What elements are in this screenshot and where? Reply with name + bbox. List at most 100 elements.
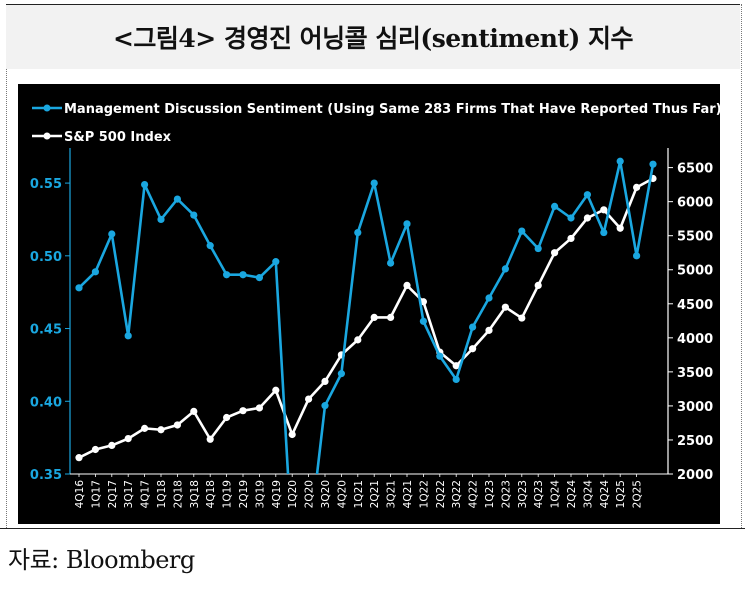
data-point-sentiment: [124, 332, 132, 340]
data-point-sentiment: [649, 160, 657, 168]
data-point-sp500: [305, 395, 313, 403]
data-point-sentiment: [321, 402, 329, 410]
x-tick-label: 3Q22: [451, 480, 463, 508]
right-tick-label: 3500: [677, 366, 713, 381]
data-point-sp500: [387, 313, 395, 322]
legend-label-sp500: S&P 500 Index: [64, 130, 172, 145]
data-point-sp500: [321, 377, 329, 386]
x-tick-label: 1Q20: [287, 480, 299, 508]
data-point-sp500: [272, 386, 280, 394]
x-tick-label: 2Q17: [107, 480, 119, 508]
data-point-sp500: [485, 326, 493, 334]
x-tick-label: 3Q23: [517, 480, 529, 508]
data-point-sentiment: [534, 244, 542, 253]
series-line-sentiment: [78, 159, 655, 474]
x-tick-label: 4Q16: [74, 480, 86, 509]
series-line-sp500: [78, 177, 654, 459]
right-tick-label: 5500: [677, 230, 713, 245]
bottom-rule: [0, 528, 745, 529]
x-tick-label: 4Q24: [599, 480, 611, 509]
right-tick-label: 6000: [677, 196, 713, 211]
x-tick-label: 4Q19: [271, 480, 283, 508]
x-tick-label: 4Q17: [140, 480, 152, 508]
data-point-sp500: [469, 345, 477, 353]
data-point-sp500: [157, 426, 165, 434]
right-tick-label: 2000: [677, 468, 713, 483]
data-point-sentiment: [501, 265, 509, 273]
legend-marker-sentiment: [43, 104, 51, 112]
data-point-sp500: [354, 336, 362, 344]
x-tick-label: 1Q23: [484, 480, 496, 508]
data-point-sentiment: [469, 323, 477, 331]
data-point-sp500: [616, 224, 624, 232]
data-point-sp500: [108, 441, 116, 450]
data-point-sp500: [206, 435, 214, 443]
data-point-sentiment: [108, 230, 116, 238]
data-point-sp500: [534, 281, 542, 290]
x-tick-label: 2Q22: [435, 480, 447, 508]
x-tick-label: 1Q18: [156, 480, 168, 508]
data-point-sentiment: [75, 284, 83, 292]
data-point-sentiment: [452, 375, 460, 384]
x-tick-label: 3Q19: [254, 480, 266, 508]
left-tick-label: 0.50: [30, 250, 62, 265]
right-tick-label: 6500: [677, 162, 713, 177]
line-chart: Management Discussion Sentiment (Using S…: [30, 102, 722, 508]
data-point-sentiment: [190, 211, 198, 219]
x-tick-label: 1Q24: [550, 480, 562, 509]
data-point-sp500: [75, 454, 83, 462]
data-point-sentiment: [419, 317, 427, 325]
data-point-sp500: [223, 413, 231, 422]
data-point-sp500: [501, 303, 509, 311]
x-tick-label: 2Q19: [238, 480, 250, 508]
left-tick-label: 0.35: [30, 468, 62, 483]
legend-item-sentiment: Management Discussion Sentiment (Using S…: [32, 102, 722, 117]
data-point-sp500: [190, 407, 198, 415]
data-point-sentiment: [354, 228, 362, 237]
data-point-sentiment: [223, 271, 231, 279]
data-point-sentiment: [255, 274, 263, 282]
chart-area: Management Discussion Sentiment (Using S…: [18, 84, 722, 524]
x-tick-label: 1Q25: [615, 480, 627, 508]
legend-marker-sp500: [43, 132, 51, 140]
data-point-sp500: [141, 424, 149, 432]
right-tick-label: 2500: [677, 434, 713, 449]
figure-title: <그림4> 경영진 어닝콜 심리(sentiment) 지수: [112, 24, 634, 53]
figure-frame: [6, 4, 742, 528]
x-tick-label: 1Q22: [418, 480, 430, 508]
source-note: 자료: Bloomberg: [8, 546, 195, 574]
axes: 0.35 0.40 0.45 0.50 0.55 2000 2500 3000 3500 4000…: [30, 148, 713, 508]
legend: Management Discussion Sentiment (Using S…: [32, 102, 722, 145]
x-tick-label: 2Q23: [500, 480, 512, 508]
data-point-sp500: [173, 421, 181, 429]
series-sentiment: [75, 157, 657, 474]
data-point-sentiment: [633, 252, 641, 260]
data-point-sentiment: [91, 268, 99, 276]
x-tick-label: 3Q17: [123, 480, 135, 508]
x-tick-label: 3Q18: [189, 480, 201, 508]
data-point-sp500: [403, 281, 411, 290]
x-tick-label: 2Q24: [566, 480, 578, 509]
data-point-sentiment: [551, 202, 559, 210]
right-tick-label: 4500: [677, 298, 713, 313]
right-tick-label: 3000: [677, 400, 713, 415]
data-point-sp500: [518, 314, 526, 322]
x-tick-label: 1Q19: [222, 480, 234, 508]
data-point-sp500: [551, 249, 559, 257]
data-point-sp500: [633, 183, 641, 191]
x-tick-label: 2Q21: [369, 480, 381, 508]
data-point-sentiment: [157, 215, 165, 224]
data-point-sp500: [124, 434, 132, 443]
right-tick-label: 5000: [677, 264, 713, 279]
right-tick-label: 4000: [677, 332, 713, 347]
x-tick-label: 4Q20: [336, 480, 348, 508]
left-tick-label: 0.40: [30, 395, 62, 410]
x-tick-label: 2Q18: [172, 480, 184, 508]
data-point-sentiment: [518, 227, 526, 235]
x-tick-label: 3Q21: [386, 480, 398, 508]
left-tick-label: 0.45: [30, 323, 62, 338]
data-point-sentiment: [206, 242, 214, 250]
x-tick-label: 3Q20: [320, 480, 332, 508]
legend-label-sentiment: Management Discussion Sentiment (Using S…: [64, 102, 720, 117]
data-point-sp500: [600, 206, 608, 214]
